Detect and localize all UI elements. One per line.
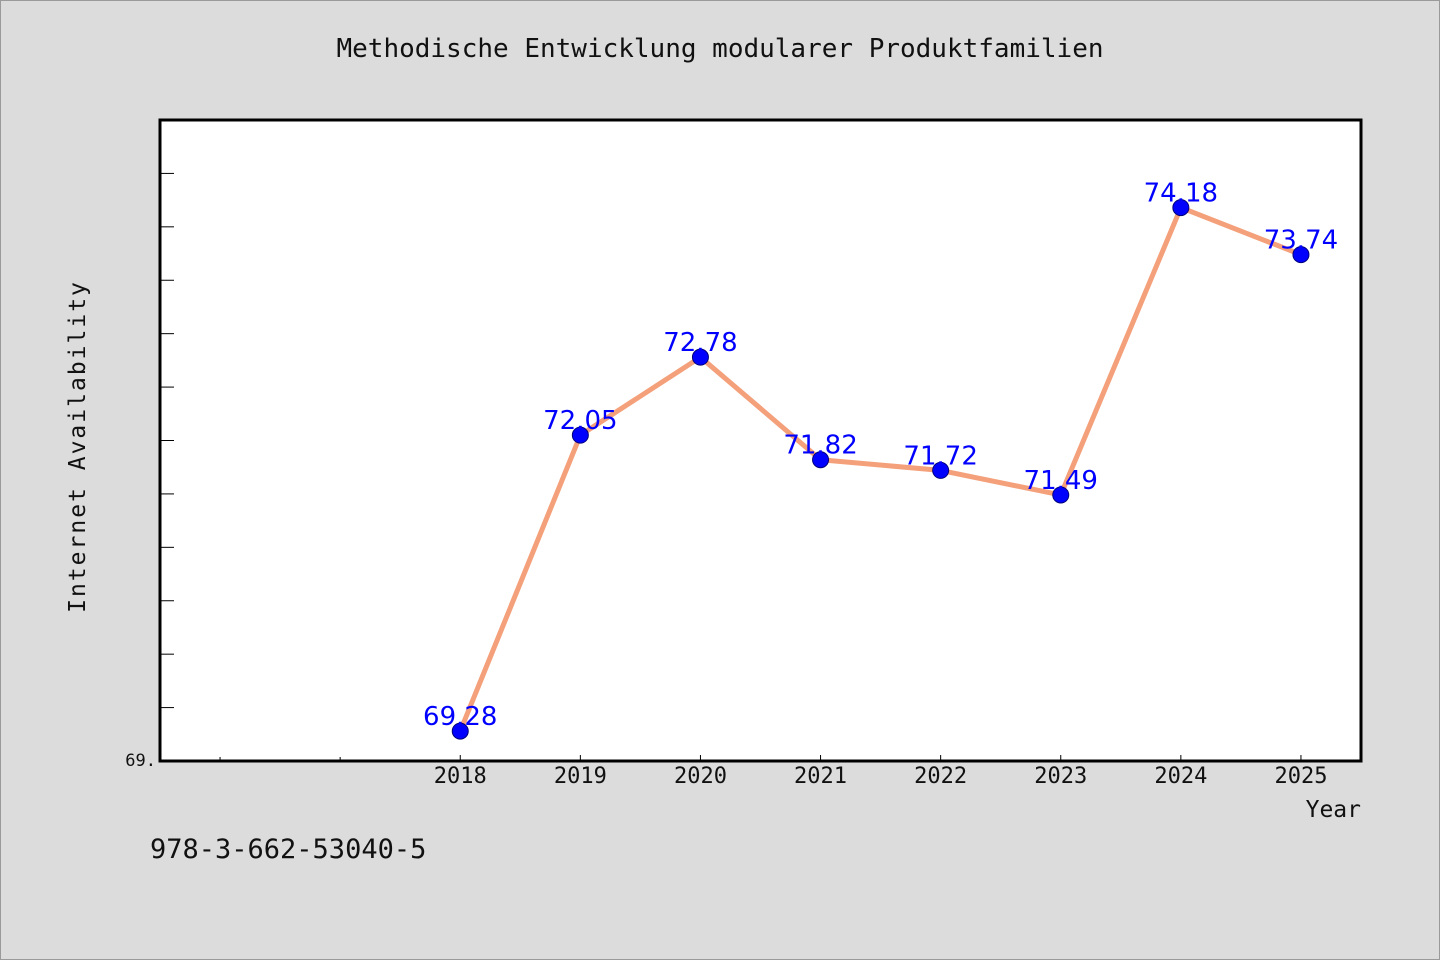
x-tick-label: 2021 (794, 764, 847, 789)
x-tick-label: 2020 (674, 764, 727, 789)
x-axis-label: Year (1306, 797, 1361, 823)
data-label: 74.18 (1144, 179, 1218, 209)
data-point (932, 461, 950, 479)
x-tick-label: 2018 (434, 764, 487, 789)
plot-frame (158, 118, 1363, 763)
plot-area (160, 120, 1361, 761)
x-tick-label: 2025 (1274, 764, 1327, 789)
data-label: 72.05 (543, 406, 617, 436)
data-point (812, 451, 830, 469)
series-line (457, 205, 1304, 734)
data-label: 73.74 (1264, 226, 1338, 256)
chart-title: Methodische Entwicklung modularer Produk… (336, 34, 1104, 64)
data-label: 69.28 (423, 702, 497, 732)
data-point (1172, 199, 1190, 217)
data-point (1052, 486, 1070, 504)
x-tick-label: 2022 (914, 764, 967, 789)
data-label: 72.78 (663, 328, 737, 358)
isbn-text: 978-3-662-53040-5 (150, 834, 427, 865)
data-label: 71.49 (1024, 466, 1098, 496)
x-tick-label: 2024 (1154, 764, 1207, 789)
x-tick-label: 2023 (1034, 764, 1087, 789)
y-axis-label: Internet Availability (65, 280, 91, 613)
data-label: 71.72 (903, 441, 977, 471)
data-point (571, 426, 589, 444)
x-tick-label: 2019 (554, 764, 607, 789)
data-point (1292, 246, 1310, 264)
data-point (691, 348, 709, 366)
data-label: 71.82 (783, 431, 857, 461)
y-tick-label: 69. (125, 751, 156, 771)
data-point (451, 722, 469, 740)
